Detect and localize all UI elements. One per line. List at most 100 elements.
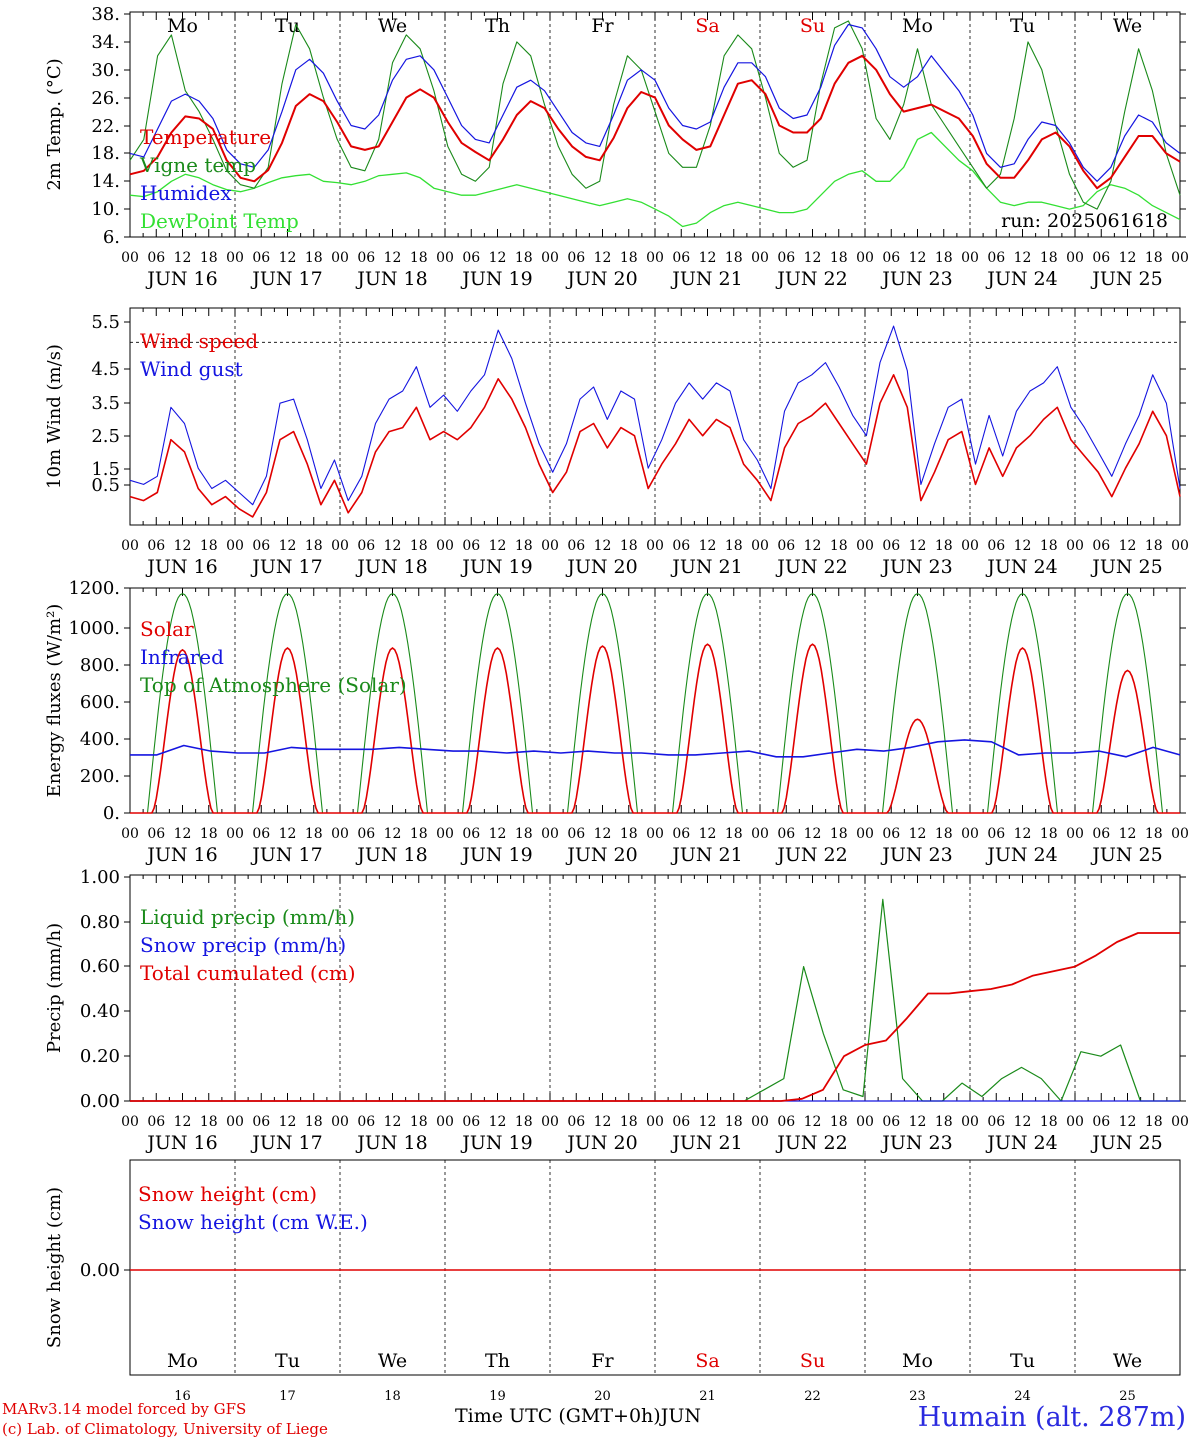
x-hour-label: 18 [515, 1114, 533, 1130]
x-hour-label: 18 [830, 250, 848, 266]
x-hour-label: 00 [1066, 538, 1084, 554]
x-day-label: JUN 25 [1090, 268, 1162, 290]
x-hour-label: 00 [1171, 826, 1189, 842]
x-day-label: JUN 18 [355, 844, 427, 866]
legend-entry: Snow height (cm) [138, 1182, 317, 1206]
legend-entry: Temperature [140, 125, 271, 149]
weekday-label: Sa [695, 15, 719, 37]
y-tick-label: 200. [80, 766, 120, 787]
x-hour-label: 12 [489, 1114, 507, 1130]
wind-gust-line [129, 325, 1181, 506]
x-hour-label: 18 [830, 538, 848, 554]
x-hour-label: 12 [699, 538, 717, 554]
weekday-label: Tu [1010, 15, 1035, 37]
x-day-label: JUN 19 [460, 556, 532, 578]
x-day-label: JUN 18 [355, 1132, 427, 1154]
x-hour-label: 18 [305, 1114, 323, 1130]
x-hour-label: 18 [200, 250, 218, 266]
legend-entry: Wind speed [140, 329, 258, 353]
x-hour-label: 18 [410, 1114, 428, 1130]
x-day-label: JUN 20 [565, 556, 637, 578]
infrared-line [130, 739, 1181, 758]
day-number-label: 21 [699, 1389, 716, 1404]
x-hour-label: 12 [594, 538, 612, 554]
x-hour-label: 18 [725, 250, 743, 266]
x-hour-label: 12 [804, 1114, 822, 1130]
weekday-label: Tu [275, 1350, 300, 1372]
wind-speed-line [129, 373, 1181, 518]
y-axis-label: 10m Wind (m/s) [44, 344, 65, 489]
y-axis-label: Snow height (cm) [44, 1187, 65, 1348]
weekday-label: Fr [591, 1350, 614, 1372]
x-hour-label: 06 [462, 1114, 480, 1130]
x-hour-label: 06 [777, 250, 795, 266]
x-hour-label: 12 [489, 826, 507, 842]
solar-line [130, 643, 1180, 814]
x-hour-label: 18 [1040, 1114, 1058, 1130]
x-hour-label: 06 [882, 826, 900, 842]
x-hour-label: 12 [1014, 538, 1032, 554]
legend-entry: Humidex [140, 181, 232, 205]
y-tick-label: 400. [80, 729, 120, 750]
x-hour-label: 18 [935, 826, 953, 842]
x-hour-label: 06 [147, 1114, 165, 1130]
x-hour-label: 00 [751, 250, 769, 266]
x-hour-label: 06 [882, 538, 900, 554]
x-hour-label: 12 [1119, 538, 1137, 554]
x-hour-label: 00 [436, 826, 454, 842]
dewpoint-line [129, 131, 1181, 228]
x-hour-label: 18 [830, 1114, 848, 1130]
x-hour-label: 12 [489, 538, 507, 554]
x-hour-label: 18 [1040, 826, 1058, 842]
x-hour-label: 06 [567, 250, 585, 266]
y-tick-label: 5.5 [91, 312, 120, 333]
x-hour-label: 18 [620, 250, 638, 266]
x-hour-label: 06 [987, 1114, 1005, 1130]
x-hour-label: 12 [489, 250, 507, 266]
y-tick-label: 30. [91, 60, 120, 81]
x-hour-label: 00 [961, 826, 979, 842]
time-axis-text: Time UTC (GMT+0h) [455, 1405, 661, 1427]
x-day-label: JUN 17 [250, 268, 322, 290]
x-day-label: JUN 20 [565, 268, 637, 290]
legend-entry: Infrared [140, 645, 224, 669]
x-day-label: JUN 22 [775, 556, 847, 578]
y-axis-label: Precip (mm/h) [44, 923, 65, 1053]
x-hour-label: 00 [1066, 250, 1084, 266]
x-hour-label: 06 [462, 250, 480, 266]
x-hour-label: 06 [567, 1114, 585, 1130]
x-hour-label: 12 [699, 826, 717, 842]
x-hour-label: 12 [174, 826, 192, 842]
x-hour-label: 12 [804, 538, 822, 554]
weekday-label: Th [485, 15, 510, 37]
x-hour-label: 12 [1014, 826, 1032, 842]
x-hour-label: 00 [1171, 1114, 1189, 1130]
x-hour-label: 00 [961, 250, 979, 266]
x-hour-label: 18 [305, 826, 323, 842]
x-day-label: JUN 19 [460, 844, 532, 866]
x-day-label: JUN 16 [145, 556, 217, 578]
x-hour-label: 18 [410, 250, 428, 266]
x-hour-label: 06 [357, 1114, 375, 1130]
x-hour-label: 18 [515, 826, 533, 842]
x-hour-label: 18 [935, 1114, 953, 1130]
y-axis-label: 2m Temp. (°C) [44, 58, 65, 190]
y-tick-label: 26. [91, 88, 120, 109]
x-hour-label: 12 [1014, 1114, 1032, 1130]
weekday-label: We [378, 15, 407, 37]
y-tick-label: 10. [91, 199, 120, 220]
x-hour-label: 06 [1092, 538, 1110, 554]
y-tick-label: 600. [80, 692, 120, 713]
x-hour-label: 06 [1092, 1114, 1110, 1130]
x-hour-label: 18 [410, 826, 428, 842]
x-hour-label: 12 [909, 250, 927, 266]
weekday-label: Sa [695, 1350, 719, 1372]
y-tick-label: 800. [80, 655, 120, 676]
x-day-label: JUN 25 [1090, 556, 1162, 578]
x-hour-label: 12 [1014, 250, 1032, 266]
legend-entry: Liquid precip (mm/h) [140, 905, 355, 929]
month-label: JUN [660, 1405, 701, 1427]
x-day-label: JUN 16 [145, 268, 217, 290]
day-number-label: 18 [384, 1389, 401, 1404]
humidex-line [129, 23, 1181, 182]
